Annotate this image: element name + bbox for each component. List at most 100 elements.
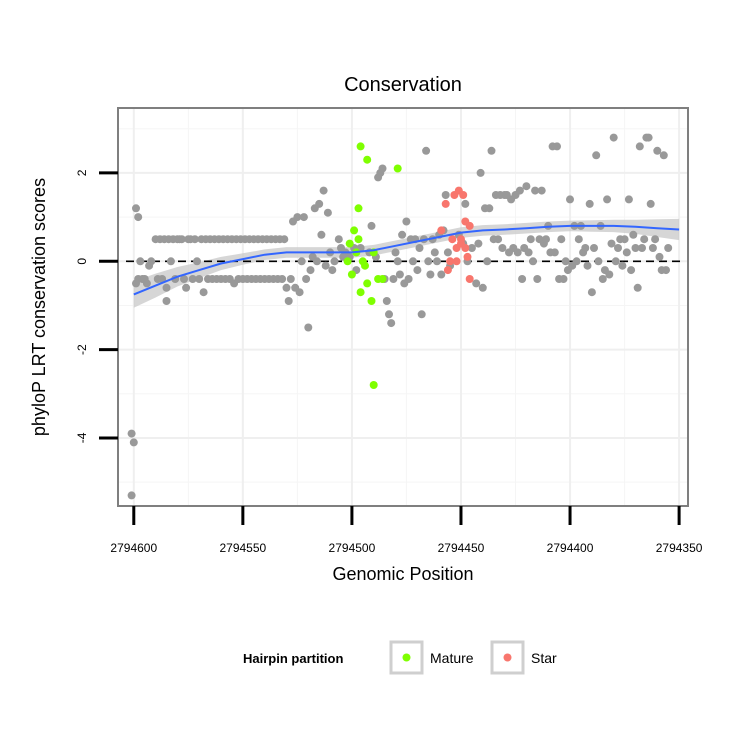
data-point-other xyxy=(415,244,424,252)
data-point-mature xyxy=(367,297,376,305)
data-point-other xyxy=(659,151,668,160)
data-point-other xyxy=(417,310,426,319)
data-point-other xyxy=(182,283,191,292)
data-point-star xyxy=(465,221,474,230)
data-point-mature xyxy=(363,155,372,164)
data-point-other xyxy=(483,257,492,266)
data-point-star xyxy=(441,199,450,208)
data-point-other xyxy=(620,235,629,244)
legend-label-star: Star xyxy=(531,650,557,666)
data-point-other xyxy=(629,230,638,239)
y-tick-label: 0 xyxy=(75,258,89,265)
data-point-other xyxy=(391,248,400,257)
data-point-other xyxy=(633,283,642,292)
data-point-other xyxy=(581,244,590,252)
data-point-other xyxy=(607,239,616,248)
data-point-other xyxy=(542,235,550,244)
data-point-other xyxy=(142,279,151,288)
data-point-other xyxy=(603,195,612,204)
data-point-other xyxy=(648,244,657,252)
data-point-other xyxy=(664,244,673,252)
data-point-other xyxy=(334,235,343,244)
y-tick-label: -2 xyxy=(75,344,89,355)
data-point-star xyxy=(446,257,455,266)
data-point-other xyxy=(476,168,485,177)
legend-item-mature: Mature xyxy=(389,640,474,675)
data-point-other xyxy=(598,275,607,283)
data-point-other xyxy=(136,257,145,266)
data-point-other xyxy=(286,275,295,283)
chart-title: Conservation xyxy=(344,74,462,96)
data-point-other xyxy=(529,257,537,266)
series-other xyxy=(127,133,673,500)
data-point-other xyxy=(385,310,393,319)
data-point-other xyxy=(166,257,175,266)
x-tick-label: 2794450 xyxy=(438,541,485,555)
legend-key-dot xyxy=(503,653,512,662)
data-point-other xyxy=(561,257,570,266)
plot-panel xyxy=(117,107,689,507)
data-point-other xyxy=(413,266,422,275)
data-point-other xyxy=(557,235,566,244)
x-tick-label: 2794350 xyxy=(656,541,703,555)
data-point-other xyxy=(433,257,441,266)
data-point-other xyxy=(583,261,592,270)
data-point-other xyxy=(387,319,396,328)
data-point-other xyxy=(404,275,413,283)
x-tick-label: 2794500 xyxy=(329,541,376,555)
data-point-other xyxy=(467,244,476,252)
x-tick-label: 2794600 xyxy=(110,541,157,555)
data-point-mature xyxy=(343,257,352,266)
data-point-other xyxy=(594,257,603,266)
y-tick-label: 2 xyxy=(75,169,89,176)
x-tick-label: 2794400 xyxy=(547,541,594,555)
data-point-other xyxy=(158,275,167,283)
data-point-other xyxy=(367,221,376,230)
data-point-other xyxy=(424,257,433,266)
data-point-mature xyxy=(369,381,378,389)
data-point-other xyxy=(409,257,417,266)
data-point-other xyxy=(195,275,204,283)
data-point-other xyxy=(651,235,660,244)
data-point-other xyxy=(461,199,470,208)
data-point-other xyxy=(180,275,188,283)
data-point-other xyxy=(518,275,527,283)
data-point-mature xyxy=(361,261,369,270)
data-point-other xyxy=(395,270,404,279)
data-point-other xyxy=(618,261,627,270)
data-point-other xyxy=(129,438,138,447)
data-point-other xyxy=(132,204,140,213)
ribbon-area xyxy=(133,218,680,308)
data-point-other xyxy=(188,275,197,283)
data-point-other xyxy=(653,146,662,155)
data-point-mature xyxy=(378,275,387,283)
data-point-other xyxy=(627,266,636,275)
data-point-other xyxy=(190,235,199,244)
legend-label-mature: Mature xyxy=(430,650,474,666)
data-point-mature xyxy=(354,235,363,244)
data-point-other xyxy=(127,429,136,438)
data-point-other xyxy=(199,288,208,297)
data-point-mature xyxy=(345,239,354,248)
data-point-other xyxy=(553,142,561,151)
data-point-other xyxy=(304,323,313,332)
legend-title: Hairpin partition xyxy=(243,651,343,666)
data-point-other xyxy=(533,275,542,283)
data-point-other xyxy=(315,199,324,208)
data-point-other xyxy=(306,266,315,275)
data-point-other xyxy=(646,199,655,208)
data-point-mature xyxy=(393,164,402,173)
data-point-star xyxy=(459,191,468,199)
data-point-other xyxy=(572,257,581,266)
data-point-other xyxy=(295,288,304,297)
data-point-other xyxy=(472,279,481,288)
data-point-other xyxy=(297,257,306,266)
data-point-other xyxy=(319,186,328,195)
data-point-other xyxy=(313,257,321,266)
y-tick-label: -4 xyxy=(75,432,89,443)
data-point-mature xyxy=(363,279,372,288)
data-point-other xyxy=(441,191,450,199)
data-point-other xyxy=(622,248,631,257)
legend: Hairpin partition Mature Star xyxy=(243,640,557,675)
